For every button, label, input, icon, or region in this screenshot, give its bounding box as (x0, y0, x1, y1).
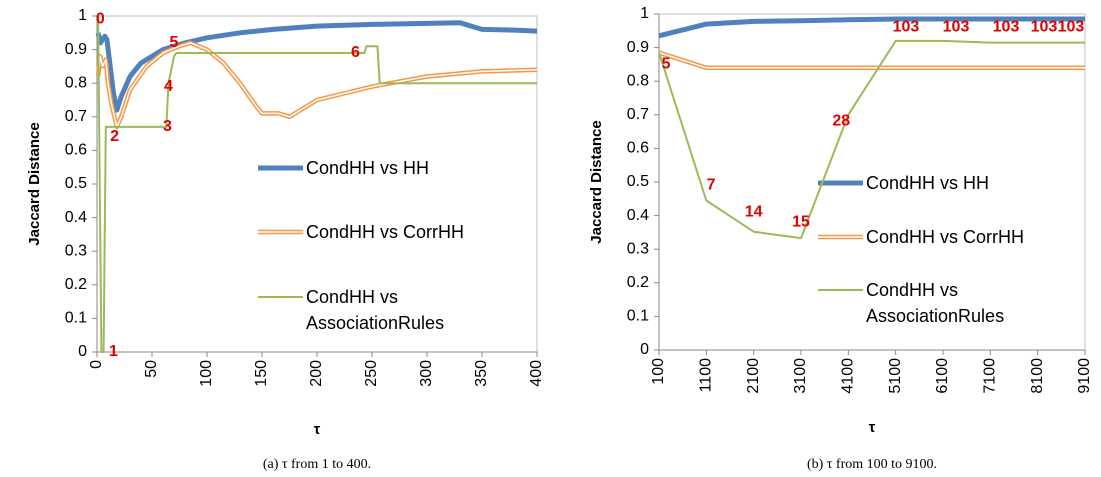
y-tick-label: 0.9 (627, 39, 649, 56)
x-tick-label: 300 (418, 360, 435, 387)
x-axis-title: τ (314, 421, 321, 438)
legend-label: CondHH vs AssociationRules (306, 287, 445, 333)
caption: (b) τ from 100 to 9100. (807, 457, 937, 472)
annotation: 6 (351, 44, 360, 61)
annotation: 3 (163, 118, 172, 135)
legend-label: CondHH vs CorrHH (306, 222, 465, 242)
x-tick-label: 50 (143, 360, 160, 378)
x-axis-title: τ (869, 419, 876, 436)
x-tick-label: 9100 (1076, 358, 1093, 394)
series-line-inner (658, 51, 1085, 69)
x-tick-label: 1100 (698, 358, 715, 393)
annotation: 7 (707, 177, 716, 194)
y-tick-label: 0.1 (65, 310, 87, 327)
y-tick-label: 0.5 (65, 175, 87, 192)
y-tick-label: 0.8 (627, 72, 649, 89)
y-axis-title: Jaccard Distance (26, 122, 43, 245)
annotation: 103 (993, 19, 1020, 36)
series-line (658, 16, 1085, 39)
y-axis-title: Jaccard Distance (588, 120, 605, 243)
y-tick-label: 0.3 (627, 240, 649, 257)
y-tick-label: 0.5 (627, 173, 649, 190)
y-tick-label: 0.8 (65, 74, 87, 91)
annotation: 5 (170, 34, 179, 51)
x-tick-label: 250 (363, 360, 380, 387)
y-tick-label: 0.4 (627, 207, 649, 224)
x-tick-label: 4100 (840, 358, 857, 394)
annotation: 103 (893, 19, 920, 36)
y-tick-label: 0 (78, 343, 87, 360)
y-tick-label: 0.1 (627, 308, 649, 325)
series-line-inner (97, 42, 538, 128)
annotation: 14 (745, 203, 763, 220)
legend-label: CondHH vs CorrHH (866, 227, 1025, 247)
x-tick-label: 6100 (934, 358, 951, 394)
y-tick-label: 0.6 (627, 140, 649, 157)
y-tick-label: 0.7 (627, 106, 649, 123)
annotation: 103 (1031, 19, 1058, 36)
series-line (658, 50, 1085, 71)
x-tick-label: 3100 (792, 358, 809, 394)
legend-entry: CondHH vs CorrHH (306, 222, 465, 242)
x-tick-label: 200 (308, 360, 325, 387)
x-tick-label: 8100 (1029, 358, 1046, 394)
annotation: 103 (1058, 19, 1085, 36)
x-tick-label: 0 (88, 360, 105, 369)
annotation: 4 (164, 78, 173, 95)
x-tick-label: 2100 (745, 358, 762, 394)
y-tick-label: 0.7 (65, 108, 87, 125)
caption: (a) τ from 1 to 400. (263, 457, 371, 472)
y-tick-label: 0.3 (65, 242, 87, 259)
x-tick-label: 100 (198, 360, 215, 387)
annotation: 5 (662, 56, 671, 73)
series-line (658, 39, 1085, 240)
y-tick-label: 1 (78, 7, 87, 24)
legend-label: CondHH vs HH (866, 173, 990, 193)
x-tick-label: 5100 (887, 358, 904, 394)
annotation: 2 (110, 128, 119, 145)
annotation: 15 (792, 214, 810, 231)
y-tick-label: 0.2 (627, 274, 649, 291)
legend-entry: CondHH vs AssociationRules (866, 280, 1005, 326)
legend-entry: CondHH vs CorrHH (866, 227, 1025, 247)
x-tick-label: 7100 (982, 358, 999, 394)
y-tick-label: 0.6 (65, 142, 87, 159)
y-tick-label: 0.2 (65, 276, 87, 293)
annotation: 1 (109, 343, 118, 360)
y-tick-label: 0 (640, 341, 649, 358)
x-tick-label: 400 (528, 360, 545, 387)
y-tick-label: 0.4 (65, 209, 87, 226)
x-tick-label: 100 (650, 358, 667, 385)
legend-label: CondHH vs AssociationRules (866, 280, 1005, 326)
annotation: 103 (943, 19, 970, 36)
annotation: 0 (96, 11, 105, 28)
legend-entry: CondHH vs HH (866, 173, 990, 193)
legend-entry: CondHH vs HH (306, 158, 430, 178)
legend-entry: CondHH vs AssociationRules (306, 287, 445, 333)
series-line (97, 15, 537, 353)
series-line (95, 20, 538, 113)
x-tick-label: 150 (253, 360, 270, 387)
x-tick-label: 350 (473, 360, 490, 387)
legend-label: CondHH vs HH (306, 158, 430, 178)
annotation: 28 (832, 113, 850, 130)
y-tick-label: 0.9 (65, 41, 87, 58)
y-tick-label: 1 (640, 5, 649, 22)
